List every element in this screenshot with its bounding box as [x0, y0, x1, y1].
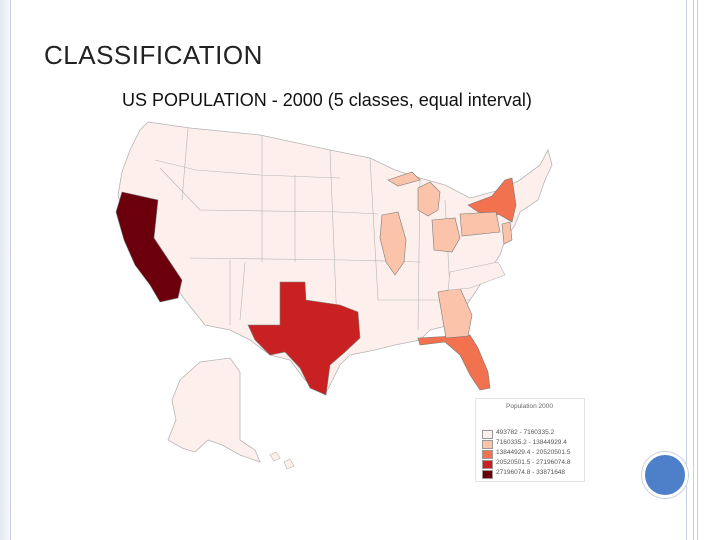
north-carolina	[447, 261, 506, 291]
slide-nav-circle[interactable]	[642, 452, 688, 498]
legend-row: 493782 - 7160335.2	[482, 429, 582, 439]
legend-swatch	[482, 460, 493, 469]
legend-swatch	[482, 450, 493, 459]
slide-title: CLASSIFICATION	[44, 40, 263, 70]
map-title: US POPULATION - 2000 (5 classes, equal i…	[122, 90, 532, 110]
slide-right-frame	[686, 0, 720, 540]
alaska	[167, 357, 261, 463]
hawaii	[269, 451, 295, 470]
legend-row: 7160335.2 - 13844929.4	[482, 439, 582, 449]
legend-row: 20520501.5 - 27196074.8	[482, 459, 582, 469]
legend-label: 27196074.8 - 33871648	[496, 469, 566, 476]
illinois	[379, 211, 407, 276]
pennsylvania	[459, 211, 501, 237]
legend-label: 13844929.4 - 20520501.5	[496, 449, 571, 456]
legend-label: 7160335.2 - 13844929.4	[496, 439, 567, 446]
new-jersey	[501, 221, 513, 245]
ohio	[431, 217, 461, 253]
michigan	[387, 171, 441, 217]
florida	[417, 334, 491, 391]
legend-row: 13844929.4 - 20520501.5	[482, 449, 582, 459]
california	[115, 191, 183, 303]
legend-swatch	[482, 440, 493, 449]
legend-label: 20520501.5 - 27196074.8	[496, 459, 571, 466]
legend-swatch	[482, 430, 493, 439]
legend-swatch	[482, 470, 493, 479]
legend-title: Population 2000	[506, 403, 553, 410]
map-legend: Population 2000 493782 - 7160335.2 71603…	[475, 398, 585, 482]
slide-left-frame	[0, 0, 11, 540]
legend-row: 27196074.8 - 33871648	[482, 469, 582, 479]
legend-label: 493782 - 7160335.2	[496, 429, 555, 436]
texas	[247, 281, 361, 396]
